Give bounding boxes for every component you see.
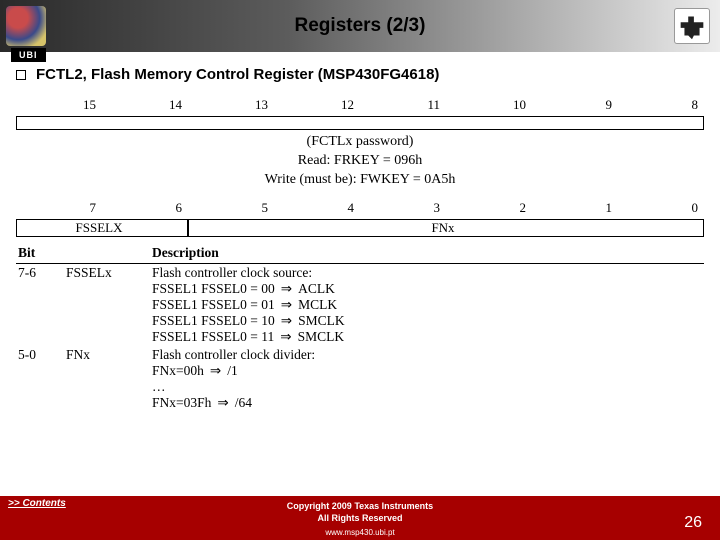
bit-num: 2 [446, 200, 532, 216]
bit-row-15-8: 15141312111098 [16, 97, 704, 113]
bit-num: 9 [532, 97, 618, 113]
password-block: (FCTLx password) Read: FRKEY = 096h Writ… [16, 133, 704, 190]
bit-num: 0 [618, 200, 704, 216]
bit-num: 3 [360, 200, 446, 216]
bit-num: 12 [274, 97, 360, 113]
description-table: Bit Description 7-6FSSELxFlash controlle… [16, 243, 704, 412]
pw-write: Write (must be): FWKEY = 0A5h [16, 171, 704, 190]
section-heading: FCTL2, Flash Memory Control Register (MS… [16, 66, 704, 83]
pw-read: Read: FRKEY = 096h [16, 152, 704, 171]
bit-num: 6 [102, 200, 188, 216]
field-fnx: FNx [188, 219, 704, 237]
footer-center: Copyright 2009 Texas Instruments All Rig… [0, 500, 720, 539]
bit-num: 4 [274, 200, 360, 216]
bit-num: 10 [446, 97, 532, 113]
bit-num: 1 [532, 200, 618, 216]
desc-text: Flash controller clock source:FSSEL1 FSS… [150, 264, 704, 346]
desc-bit: 7-6 [16, 264, 64, 346]
password-field-row [16, 116, 704, 130]
bit-num: 14 [102, 97, 188, 113]
footer-bar: >> Contents Copyright 2009 Texas Instrum… [0, 496, 720, 540]
page-title: Registers (2/3) [46, 15, 674, 37]
bit-num: 5 [188, 200, 274, 216]
ubi-tab: UBI [11, 48, 46, 62]
bit-num: 15 [16, 97, 102, 113]
col-desc: Description [150, 243, 704, 264]
copyright-line: Copyright 2009 Texas Instruments [0, 500, 720, 512]
content-area: FCTL2, Flash Memory Control Register (MS… [0, 52, 720, 412]
desc-name: FSSELx [64, 264, 150, 346]
ti-logo [674, 8, 710, 44]
pw-title: (FCTLx password) [16, 133, 704, 152]
desc-bit: 5-0 [16, 346, 64, 412]
crest-logo [6, 6, 46, 46]
bullet-icon [16, 70, 26, 80]
field-row-7-0: FSSELX FNx [16, 219, 704, 237]
desc-name: FNx [64, 346, 150, 412]
bit-num: 11 [360, 97, 446, 113]
bit-num: 13 [188, 97, 274, 113]
col-name [64, 243, 150, 264]
page-number: 26 [684, 514, 702, 532]
bit-num: 7 [16, 200, 102, 216]
bit-row-7-0: 76543210 [16, 200, 704, 216]
desc-text: Flash controller clock divider:FNx=00h⇒/… [150, 346, 704, 412]
bit-num: 8 [618, 97, 704, 113]
header-bar: Registers (2/3) [0, 0, 720, 52]
field-fsselx: FSSELX [16, 219, 188, 237]
section-text: FCTL2, Flash Memory Control Register (MS… [36, 66, 439, 83]
col-bit: Bit [16, 243, 64, 264]
rights-line: All Rights Reserved [0, 512, 720, 524]
url-line: www.msp430.ubi.pt [0, 528, 720, 539]
